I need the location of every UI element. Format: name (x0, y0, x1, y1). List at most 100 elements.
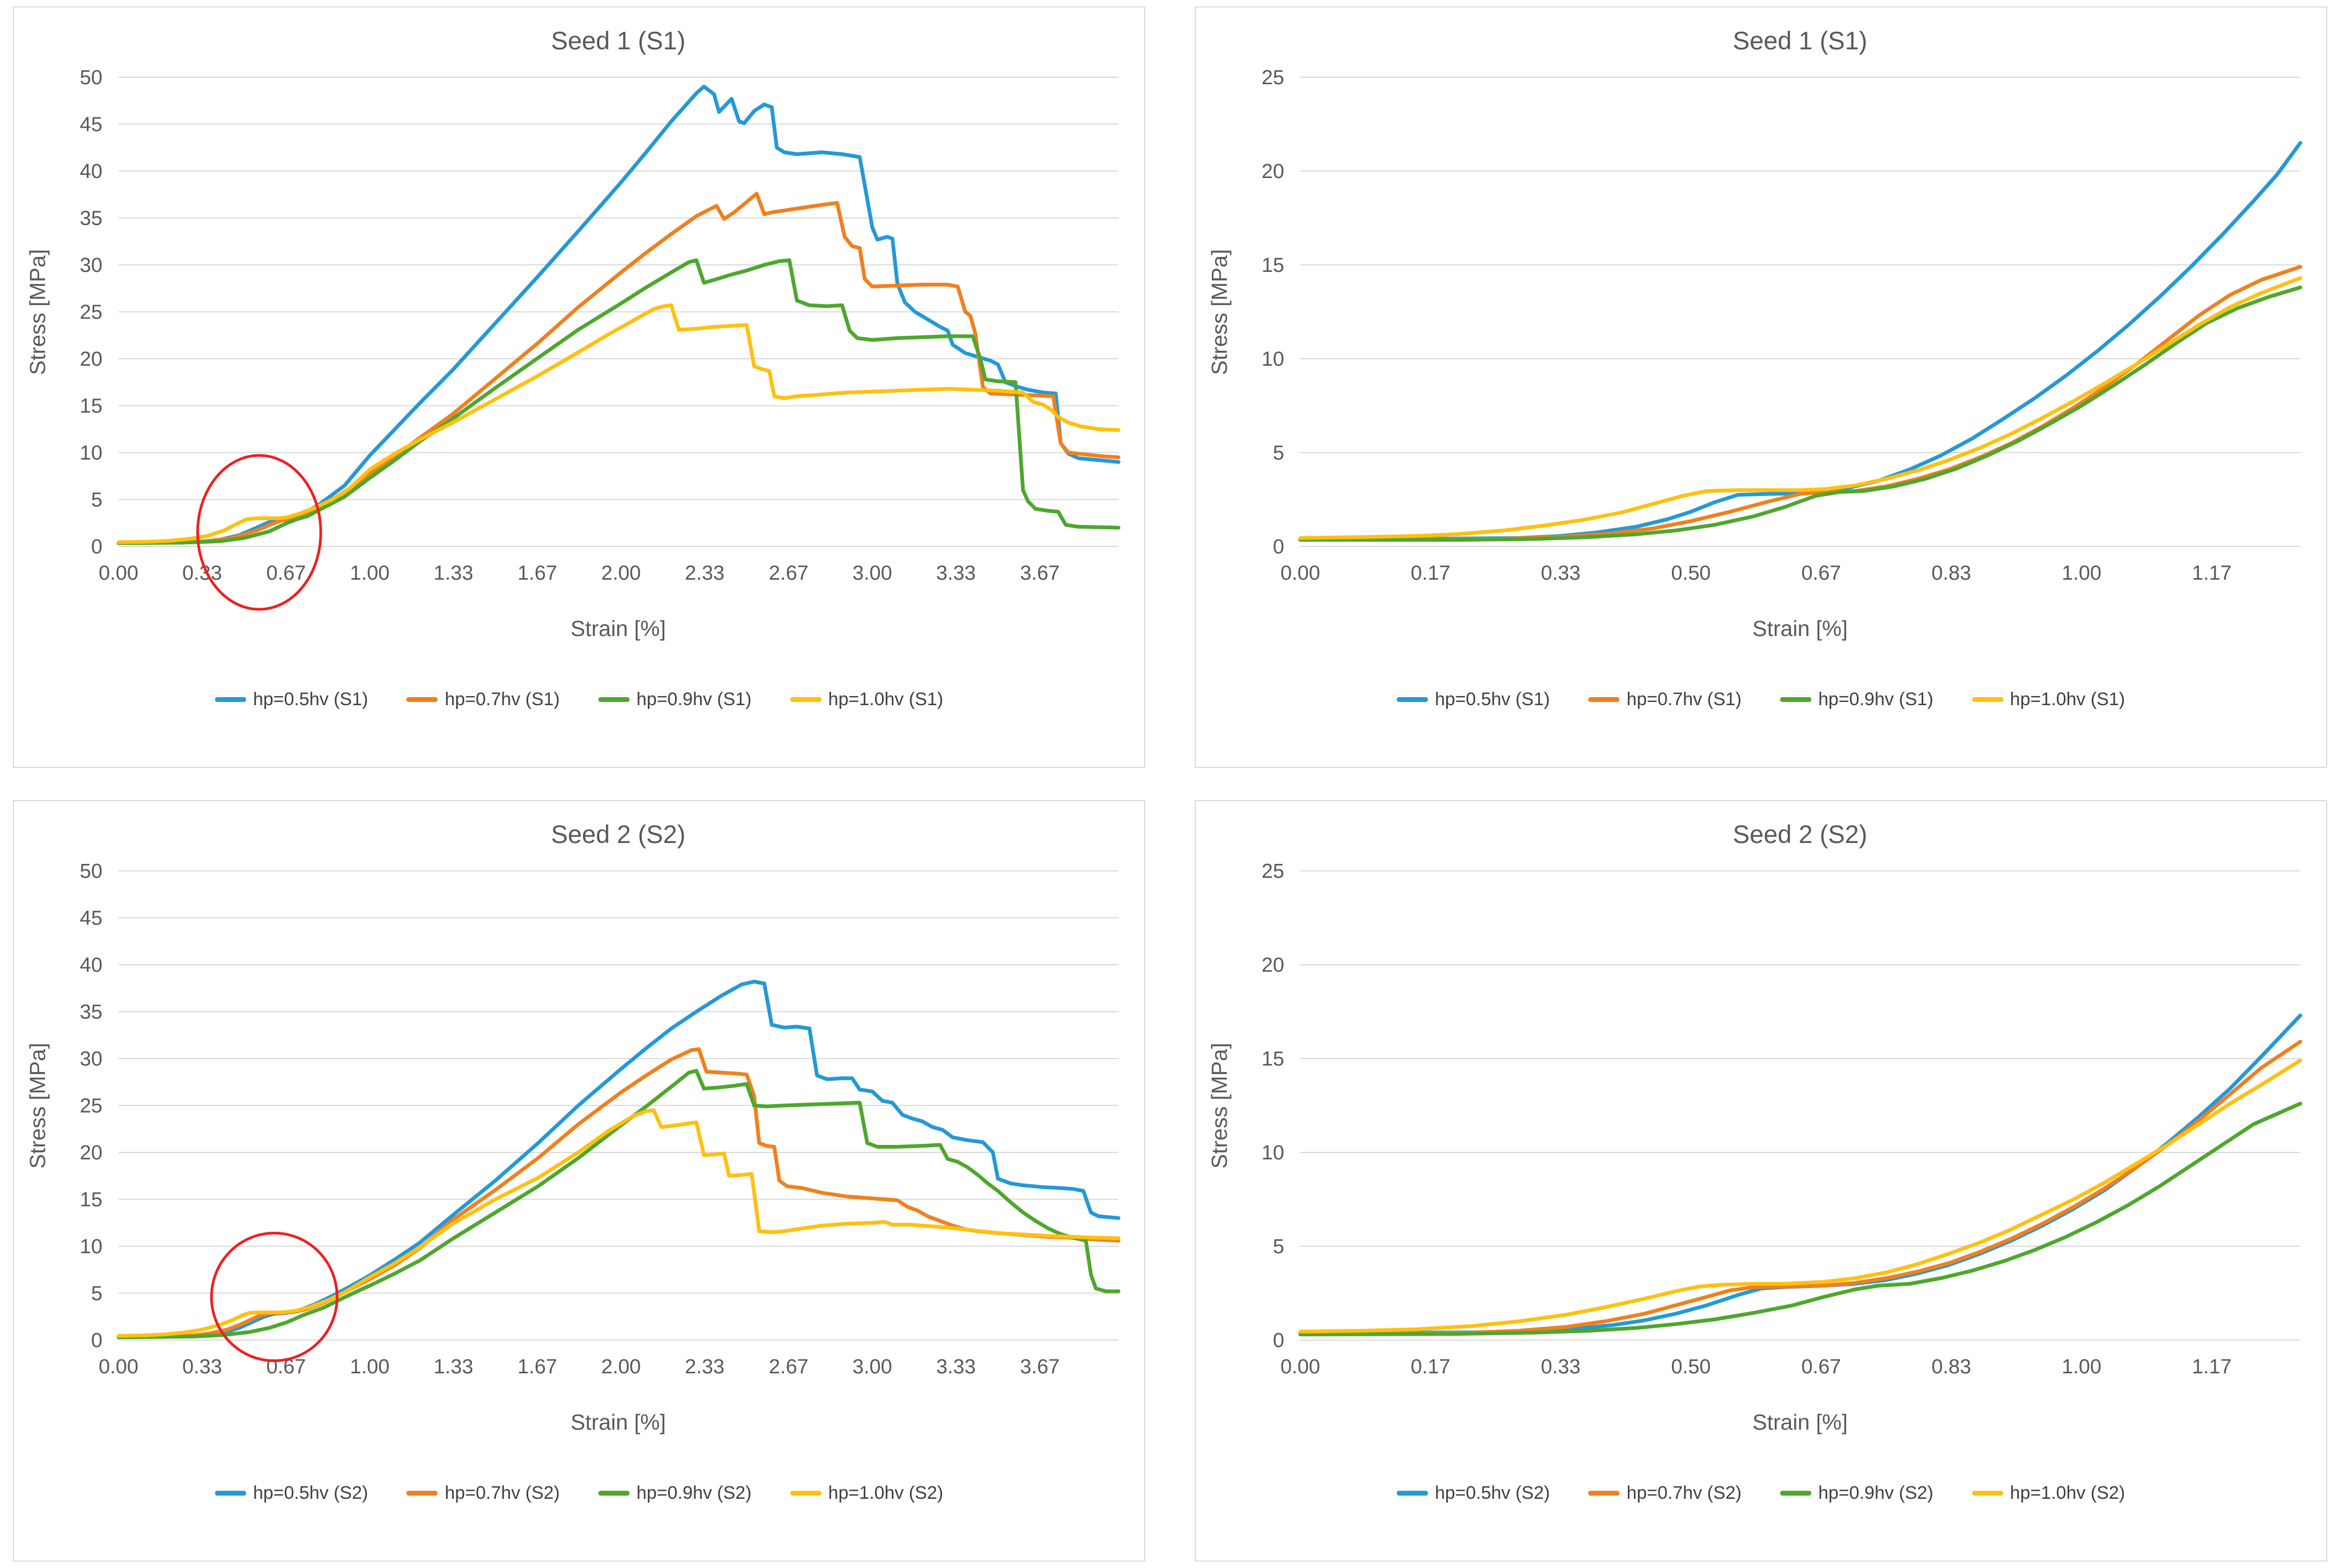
x-tick-label: 0.67 (1801, 1356, 1841, 1378)
series-line-hp=0.7hv (S2) (1298, 1040, 2302, 1336)
y-tick-label: 35 (80, 208, 102, 230)
y-tick-label: 10 (1262, 348, 1284, 371)
series-line-hp=0.5hv (S2) (116, 980, 1121, 1338)
legend-swatch-icon (1780, 697, 1811, 702)
y-axis-title: Stress [MPa] (1207, 249, 1232, 375)
x-tick-label: 2.33 (685, 562, 724, 585)
x-tick-label: 1.33 (434, 562, 473, 585)
x-tick-label: 1.67 (517, 562, 557, 585)
y-tick-label: 0 (91, 536, 102, 558)
x-tick-label: 1.33 (434, 1356, 473, 1378)
legend-item-hp=0.5hv (S1): hp=0.5hv (S1) (214, 689, 368, 710)
y-tick-label: 5 (1273, 1236, 1284, 1258)
series-line-hp=1.0hv (S1) (116, 303, 1121, 544)
x-tick-label: 1.17 (2192, 562, 2232, 585)
x-tick-label: 3.00 (853, 562, 892, 585)
y-tick-label: 45 (80, 114, 102, 136)
y-tick-label: 20 (80, 1142, 102, 1164)
chart-title: Seed 2 (S2) (1733, 820, 1868, 848)
y-tick-label: 10 (1262, 1142, 1284, 1164)
chart-canvas-seed2-zoom: 0 5 10 15 20 25 0.00 0.17 0.33 0.50 0.67 0.83 1.00 1.… (1207, 820, 2302, 1434)
x-tick-label: 0.50 (1671, 1356, 1711, 1378)
y-axis-title: Stress [MPa] (1207, 1043, 1232, 1169)
y-tick-label: 50 (80, 860, 102, 883)
y-axis-title: Stress [MPa] (25, 1043, 50, 1169)
y-tick-label: 15 (1262, 1048, 1284, 1070)
legend-item-hp=1.0hv (S2): hp=1.0hv (S2) (790, 1483, 943, 1504)
y-tick-label: 25 (1262, 860, 1284, 883)
chart-panel-seed2-zoom: 0 5 10 15 20 25 0.00 0.17 0.33 0.50 0.67 0.83 1.00 1.… (1195, 800, 2327, 1562)
y-tick-label: 0 (1273, 536, 1284, 558)
chart-panel-seed1-zoom: 0 5 10 15 20 25 0.00 0.17 0.33 0.50 0.67 0.83 1.00 1.… (1195, 6, 2327, 768)
series-line-hp=1.0hv (S2) (1298, 1059, 2302, 1334)
y-tick-label: 5 (91, 1283, 102, 1305)
legend-swatch-icon (1588, 1491, 1620, 1496)
x-axis-title: Strain [%] (1752, 1410, 1848, 1434)
y-tick-label: 0 (1273, 1329, 1284, 1352)
chart-legend: hp=0.5hv (S1) hp=0.7hv (S1) hp=0.9hv (S1) h… (14, 689, 1144, 710)
x-tick-label: 0.17 (1411, 1356, 1450, 1378)
y-tick-label: 50 (80, 66, 102, 89)
x-tick-label: 2.67 (769, 562, 809, 585)
x-tick-label: 0.67 (1801, 562, 1841, 585)
x-tick-label: 0.33 (182, 562, 222, 585)
legend-item-hp=1.0hv (S1): hp=1.0hv (S1) (790, 689, 943, 710)
series-line-hp=1.0hv (S1) (1298, 276, 2302, 540)
legend-swatch-icon (214, 1491, 246, 1496)
y-tick-label: 15 (80, 395, 102, 418)
x-tick-label: 0.17 (1411, 562, 1450, 585)
x-tick-label: 1.00 (2062, 1356, 2101, 1378)
legend-item-hp=0.9hv (S1): hp=0.9hv (S1) (598, 689, 752, 710)
x-tick-label: 1.00 (350, 1356, 390, 1378)
legend-label: hp=0.7hv (S2) (445, 1483, 560, 1503)
x-axis-title: Strain [%] (1752, 616, 1848, 641)
legend-swatch-icon (1780, 1491, 1811, 1496)
series-line-hp=0.9hv (S1) (116, 258, 1121, 545)
x-tick-label: 3.67 (1020, 562, 1060, 585)
legend-swatch-icon (1972, 1491, 2003, 1496)
legend-item-hp=0.9hv (S2): hp=0.9hv (S2) (598, 1483, 752, 1504)
legend-label: hp=0.5hv (S2) (253, 1483, 368, 1503)
legend-swatch-icon (406, 1491, 438, 1496)
chart-legend: hp=0.5hv (S1) hp=0.7hv (S1) hp=0.9hv (S1) h… (1196, 689, 2326, 710)
x-tick-label: 0.00 (1280, 1356, 1320, 1378)
legend-label: hp=0.9hv (S2) (1818, 1483, 1934, 1503)
x-tick-label: 1.00 (350, 562, 390, 585)
legend-swatch-icon (598, 1491, 630, 1496)
annotation-circle (196, 454, 322, 611)
legend-label: hp=0.9hv (S2) (636, 1483, 752, 1503)
y-tick-label: 10 (80, 442, 102, 464)
x-tick-label: 2.00 (601, 1356, 641, 1378)
legend-label: hp=1.0hv (S2) (2010, 1483, 2126, 1503)
series-line-hp=0.9hv (S2) (116, 1069, 1121, 1340)
x-tick-label: 0.00 (99, 562, 138, 585)
x-tick-label: 1.67 (517, 1356, 557, 1378)
y-tick-label: 25 (1262, 66, 1284, 89)
y-tick-label: 0 (91, 1329, 102, 1352)
y-tick-label: 45 (80, 907, 102, 930)
x-tick-label: 0.83 (1931, 562, 1971, 585)
legend-item-hp=1.0hv (S2): hp=1.0hv (S2) (1972, 1483, 2126, 1504)
x-tick-label: 2.33 (685, 1356, 724, 1378)
y-tick-label: 20 (1262, 954, 1284, 977)
y-tick-label: 40 (80, 160, 102, 183)
x-tick-label: 0.33 (1541, 1356, 1581, 1378)
chart-canvas-seed1-full: 0 5 10 15 20 25 30 35 40 45 50 0.00 0.33 0.67 1.00 1.33… (25, 26, 1121, 641)
legend-label: hp=0.7hv (S2) (1626, 1483, 1742, 1503)
y-tick-label: 25 (80, 301, 102, 324)
legend-swatch-icon (214, 697, 246, 702)
legend-label: hp=0.7hv (S1) (445, 689, 560, 709)
y-tick-label: 30 (80, 1048, 102, 1070)
y-tick-label: 30 (80, 254, 102, 277)
legend-label: hp=1.0hv (S1) (2010, 689, 2126, 709)
legend-item-hp=0.9hv (S2): hp=0.9hv (S2) (1780, 1483, 1934, 1504)
legend-swatch-icon (1396, 1491, 1428, 1496)
x-axis-title: Strain [%] (571, 616, 666, 641)
x-tick-label: 0.33 (182, 1356, 222, 1378)
y-tick-label: 15 (1262, 254, 1284, 277)
y-tick-label: 35 (80, 1001, 102, 1024)
series-line-hp=0.7hv (S1) (116, 191, 1121, 545)
chart-panel-seed2-full: 0 5 10 15 20 25 30 35 40 45 50 0.00 0.33 0.67 1.00 1.33… (13, 800, 1145, 1562)
